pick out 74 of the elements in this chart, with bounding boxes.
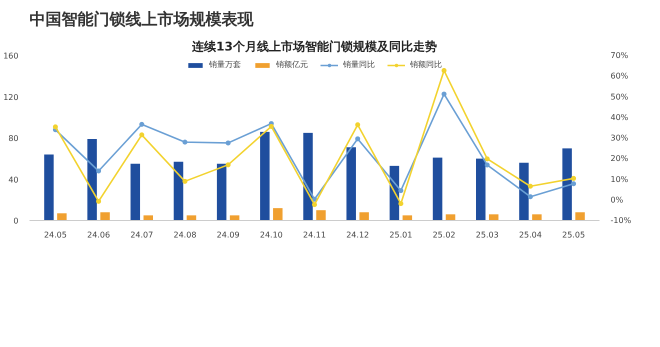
point: [52, 124, 58, 130]
x-tick-label: 24.07: [130, 230, 154, 240]
point: [484, 162, 490, 168]
x-tick-label: 25.03: [476, 230, 499, 240]
x-tick-label: 24.12: [346, 230, 370, 240]
point: [268, 124, 274, 129]
point: [442, 92, 447, 97]
bar: [432, 158, 442, 220]
y-tick-label: 40: [8, 175, 19, 184]
x-tick-label: 25.01: [389, 230, 412, 240]
bar: [316, 210, 326, 220]
bar: [174, 162, 184, 220]
legend-label: 销额同比: [410, 59, 442, 70]
bar: [575, 212, 585, 220]
point: [355, 136, 360, 142]
bar: [44, 154, 54, 220]
point: [96, 168, 102, 174]
x-tick-label: 24.05: [44, 230, 67, 240]
y-tick-label: 160: [3, 52, 19, 60]
point: [139, 132, 144, 138]
x-tick-label: 24.10: [260, 230, 283, 240]
x-tick-label: 25.04: [518, 230, 542, 240]
legend-label: 销额亿元: [276, 59, 308, 70]
point: [528, 184, 533, 189]
x-tick-label: 24.08: [174, 230, 196, 240]
x-tick-label: 24.09: [216, 230, 240, 240]
y2-tick-label: 40%: [610, 112, 629, 122]
point: [355, 122, 360, 128]
point: [96, 198, 102, 204]
chart-subtitle: 连续13个月线上市场智能门锁规模及同比走势: [191, 40, 437, 54]
y2-tick-label: 50%: [610, 92, 629, 102]
bar: [100, 212, 110, 220]
chart-title: 中国智能门锁线上市场规模表现: [30, 10, 254, 28]
bar: [476, 158, 486, 220]
bar: [359, 212, 369, 220]
point: [226, 140, 231, 146]
legend-label: 销量万套: [209, 59, 241, 70]
x-tick-label: 25.02: [432, 230, 456, 240]
x-tick-label: 25.05: [562, 230, 586, 240]
point: [139, 122, 144, 127]
y2-tick-label: 10%: [610, 174, 629, 184]
bar: [346, 147, 356, 220]
point: [312, 202, 317, 208]
y2-tick-label: 30%: [610, 134, 629, 142]
y-tick-label: 0: [13, 216, 19, 226]
y2-tick-label: 20%: [610, 154, 629, 164]
y2-tick-label: 70%: [610, 51, 629, 60]
bar: [130, 164, 140, 220]
legend-label: 销量同比: [343, 59, 375, 70]
point: [226, 162, 231, 168]
point: [442, 68, 447, 74]
bar: [216, 164, 226, 220]
bar: [260, 132, 270, 220]
y2-tick-label: -10%: [610, 216, 632, 225]
point: [571, 176, 576, 181]
point: [182, 178, 188, 184]
y-tick-label: 120: [3, 92, 19, 102]
point: [484, 156, 490, 162]
bar: [303, 132, 313, 220]
bar: [562, 148, 572, 220]
point: [398, 188, 404, 194]
bar: [273, 208, 283, 220]
bar: [519, 162, 529, 220]
x-tick-label: 24.11: [303, 230, 326, 240]
point: [528, 194, 533, 200]
bar: [87, 139, 97, 220]
y-tick-label: 80: [8, 134, 19, 143]
point: [182, 140, 188, 145]
point: [571, 181, 576, 186]
y2-tick-label: 60%: [610, 72, 629, 81]
point: [398, 201, 404, 206]
y2-tick-label: 0%: [610, 195, 624, 204]
x-tick-label: 24.06: [87, 230, 110, 240]
bar: [57, 213, 67, 220]
